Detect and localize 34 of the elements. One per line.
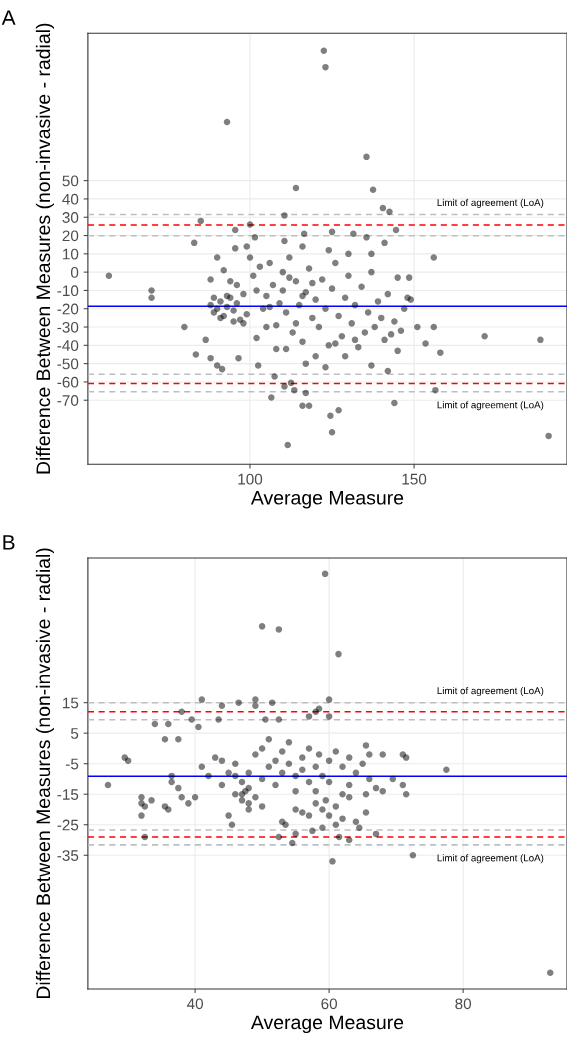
- annotation: Limit of agreement (LoA): [437, 401, 544, 411]
- y-tick-label: -5: [65, 758, 79, 770]
- y-tick-label: -15: [57, 789, 79, 800]
- y-tick-label: -70: [57, 395, 79, 406]
- annotation: Limit of agreement (LoA): [437, 854, 544, 864]
- y-tick-label: -60: [57, 376, 79, 388]
- y-tick-label: 50: [62, 175, 79, 187]
- y-tick-label: 40: [62, 193, 79, 205]
- x-tick-label: 100: [238, 473, 263, 485]
- x-tick-label: 60: [321, 998, 338, 1010]
- chart-title: B: [3, 535, 15, 550]
- annotation: Limit of agreement (LoA): [437, 687, 544, 697]
- y-axis-title: Difference Between Measures (non-invasive - radial): [35, 23, 54, 474]
- y-tick-label: -40: [57, 340, 79, 352]
- y-tick-label: 15: [63, 697, 79, 709]
- x-axis-title: Average Measure: [250, 1015, 404, 1034]
- x-tick-label: 150: [402, 473, 427, 485]
- y-tick-label: 20: [62, 230, 79, 242]
- chart-title: A: [1, 10, 16, 25]
- x-tick-label: 40: [186, 998, 203, 1010]
- y-tick-label: -30: [57, 321, 79, 333]
- y-tick-label: 30: [62, 212, 79, 223]
- y-tick-label: -35: [57, 850, 79, 861]
- annotation: Limit of agreement (LoA): [437, 198, 544, 208]
- y-tick-label: -20: [57, 303, 79, 315]
- y-tick-label: -50: [57, 358, 79, 370]
- y-tick-label: 10: [63, 248, 79, 260]
- x-tick-label: 80: [455, 998, 472, 1010]
- x-axis-title: Average Measure: [250, 491, 404, 509]
- y-tick-label: -25: [57, 819, 79, 831]
- y-tick-label: 5: [70, 728, 79, 739]
- y-tick-label: -10: [57, 285, 79, 297]
- y-axis-title: Difference Between Measures (non-invasive - radial): [35, 548, 54, 999]
- y-tick-label: 0: [70, 267, 79, 278]
